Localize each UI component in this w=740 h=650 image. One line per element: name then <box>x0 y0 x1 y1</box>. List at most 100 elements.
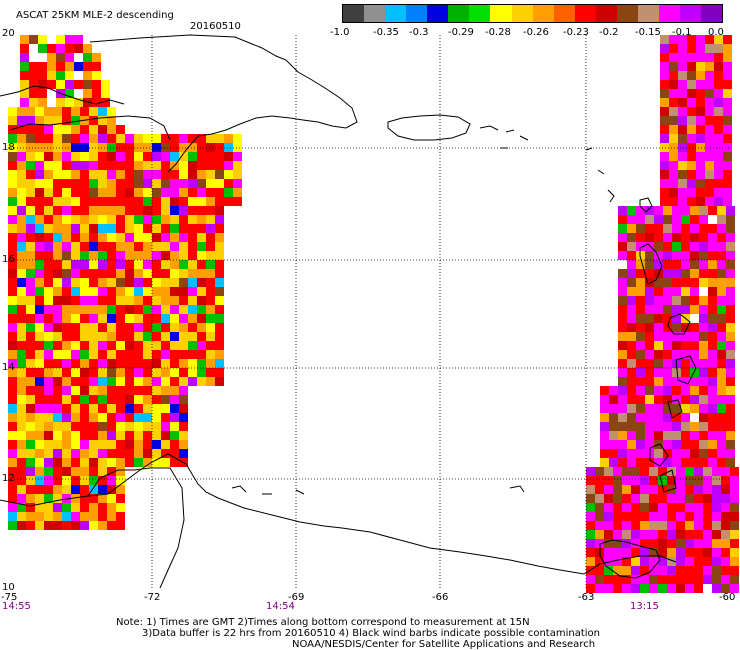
data-pixel <box>35 350 44 359</box>
data-pixel <box>89 116 98 125</box>
data-pixel <box>627 377 636 386</box>
data-pixel <box>730 584 739 593</box>
data-pixel <box>712 548 721 557</box>
data-pixel <box>681 395 690 404</box>
data-pixel <box>654 359 663 368</box>
data-pixel <box>143 287 152 296</box>
data-pixel <box>681 332 690 341</box>
data-pixel <box>627 422 636 431</box>
data-pixel <box>685 530 694 539</box>
data-pixel <box>125 188 134 197</box>
data-pixel <box>53 458 62 467</box>
data-pixel <box>660 35 669 44</box>
data-pixel <box>618 341 627 350</box>
data-pixel <box>71 224 80 233</box>
data-pixel <box>703 467 712 476</box>
data-pixel <box>116 413 125 422</box>
data-pixel <box>627 269 636 278</box>
data-pixel <box>609 404 618 413</box>
data-pixel <box>80 404 89 413</box>
data-pixel <box>179 386 188 395</box>
data-pixel <box>678 179 687 188</box>
data-pixel <box>152 215 161 224</box>
data-pixel <box>717 260 726 269</box>
data-pixel <box>71 242 80 251</box>
data-pixel <box>38 44 47 53</box>
data-pixel <box>586 584 595 593</box>
data-pixel <box>206 296 215 305</box>
data-pixel <box>62 476 71 485</box>
data-pixel <box>17 161 26 170</box>
data-pixel <box>35 323 44 332</box>
data-pixel <box>694 521 703 530</box>
data-pixel <box>631 485 640 494</box>
data-pixel <box>197 152 206 161</box>
data-pixel <box>20 98 29 107</box>
data-pixel <box>690 359 699 368</box>
data-pixel <box>622 476 631 485</box>
data-pixel <box>712 512 721 521</box>
data-pixel <box>708 431 717 440</box>
data-pixel <box>62 449 71 458</box>
data-pixel <box>116 494 125 503</box>
data-pixel <box>645 458 654 467</box>
data-pixel <box>71 305 80 314</box>
data-pixel <box>179 350 188 359</box>
data-pixel <box>649 467 658 476</box>
data-pixel <box>26 170 35 179</box>
data-pixel <box>604 503 613 512</box>
data-pixel <box>92 62 101 71</box>
data-pixel <box>681 386 690 395</box>
data-pixel <box>681 449 690 458</box>
data-pixel <box>80 485 89 494</box>
data-pixel <box>47 44 56 53</box>
time-label-west: 14:55 <box>2 601 31 612</box>
data-pixel <box>125 305 134 314</box>
data-pixel <box>658 566 667 575</box>
data-pixel <box>609 395 618 404</box>
data-pixel <box>71 395 80 404</box>
data-pixel <box>161 359 170 368</box>
data-pixel <box>669 71 678 80</box>
data-pixel <box>89 206 98 215</box>
data-pixel <box>708 332 717 341</box>
data-pixel <box>89 287 98 296</box>
data-pixel <box>730 575 739 584</box>
data-pixel <box>696 188 705 197</box>
data-pixel <box>663 224 672 233</box>
data-pixel <box>600 413 609 422</box>
data-pixel <box>170 395 179 404</box>
data-pixel <box>62 116 71 125</box>
data-pixel <box>26 449 35 458</box>
data-pixel <box>645 404 654 413</box>
data-pixel <box>618 458 627 467</box>
data-pixel <box>197 359 206 368</box>
data-pixel <box>53 494 62 503</box>
data-pixel <box>56 71 65 80</box>
data-pixel <box>107 359 116 368</box>
data-pixel <box>71 116 80 125</box>
data-pixel <box>645 305 654 314</box>
data-pixel <box>667 476 676 485</box>
data-pixel <box>116 161 125 170</box>
data-pixel <box>669 80 678 89</box>
data-pixel <box>170 224 179 233</box>
data-pixel <box>8 440 17 449</box>
data-pixel <box>44 422 53 431</box>
data-pixel <box>161 413 170 422</box>
data-pixel <box>586 521 595 530</box>
data-pixel <box>696 152 705 161</box>
data-pixel <box>206 143 215 152</box>
data-pixel <box>618 233 627 242</box>
data-pixel <box>143 413 152 422</box>
data-pixel <box>179 440 188 449</box>
data-pixel <box>44 116 53 125</box>
data-pixel <box>125 161 134 170</box>
data-pixel <box>586 476 595 485</box>
data-pixel <box>613 548 622 557</box>
data-pixel <box>83 98 92 107</box>
data-pixel <box>89 359 98 368</box>
data-pixel <box>89 314 98 323</box>
data-pixel <box>35 161 44 170</box>
data-pixel <box>660 152 669 161</box>
